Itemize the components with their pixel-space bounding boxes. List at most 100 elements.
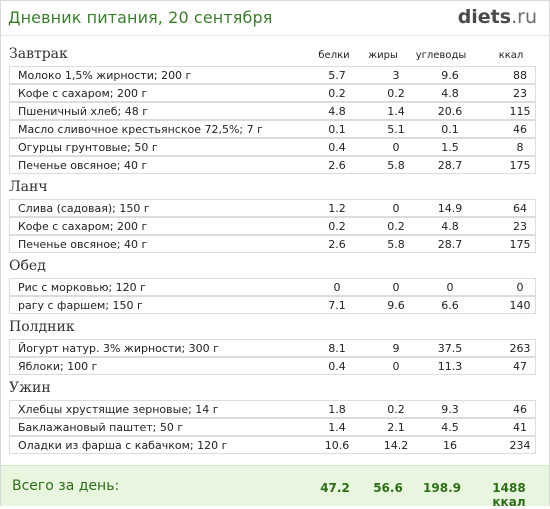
food-fats: 0	[392, 281, 400, 294]
meal-heading: Полдник	[9, 319, 75, 335]
food-fats: 0.2	[387, 220, 405, 233]
food-proteins: 2.6	[328, 238, 346, 251]
food-proteins: 0.2	[328, 220, 346, 233]
food-name: Хлебцы хрустящие зерновые; 14 г	[18, 403, 219, 416]
food-kcal: 46	[513, 403, 527, 416]
food-carbs: 0.1	[441, 123, 459, 136]
food-row[interactable]: Огурцы грунтовые; 50 г 0.4 0 1.5 8	[9, 138, 536, 156]
food-proteins: 0.4	[328, 141, 346, 154]
food-name: Кофе с сахаром; 200 г	[18, 220, 148, 233]
food-name: Молоко 1,5% жирности; 200 г	[18, 69, 192, 82]
food-carbs: 1.5	[441, 141, 459, 154]
food-kcal: 88	[513, 69, 527, 82]
food-row[interactable]: Кофе с сахаром; 200 г 0.2 0.2 4.8 23	[9, 217, 536, 235]
food-fats: 3	[392, 69, 400, 82]
food-fats: 5.8	[387, 238, 405, 251]
food-row[interactable]: Кофе с сахаром; 200 г 0.2 0.2 4.8 23	[9, 84, 536, 102]
food-proteins: 0	[333, 281, 341, 294]
food-kcal: 175	[509, 238, 531, 251]
food-proteins: 0.1	[328, 123, 346, 136]
food-name: Рис с морковью; 120 г	[18, 281, 146, 294]
food-row[interactable]: Оладки из фарша с кабачком; 120 г 10.6 14.…	[9, 436, 536, 454]
logo-main: diets	[457, 6, 512, 28]
food-fats: 0.2	[387, 403, 405, 416]
food-carbs: 16	[443, 439, 457, 452]
food-carbs: 28.7	[437, 238, 463, 251]
food-kcal: 115	[509, 105, 531, 118]
food-kcal: 47	[513, 360, 527, 373]
daily-total-bar: Всего за день: 47.2 56.6 198.9 1488 ккал	[1, 465, 549, 509]
food-fats: 5.8	[387, 159, 405, 172]
food-fats: 9	[392, 342, 400, 355]
total-carbs: 198.9	[423, 481, 461, 495]
food-fats: 14.2	[383, 439, 409, 452]
food-fats: 9.6	[387, 299, 405, 312]
header: Дневник питания, 20 сентября diets.ru	[1, 1, 549, 36]
food-fats: 1.4	[387, 105, 405, 118]
food-row[interactable]: Масло сливочное крестьянское 72,5%; 7 г 0…	[9, 120, 536, 138]
column-header-proteins: белки	[318, 50, 350, 61]
total-kcal: 1488 ккал	[492, 481, 526, 509]
food-row[interactable]: Рис с морковью; 120 г 0 0 0 0	[9, 278, 536, 296]
food-name: Йогурт натур. 3% жирности; 300 г	[18, 342, 219, 355]
food-proteins: 1.2	[328, 202, 346, 215]
food-proteins: 8.1	[328, 342, 346, 355]
food-kcal: 8	[516, 141, 524, 154]
food-proteins: 4.8	[328, 105, 346, 118]
food-carbs: 6.6	[441, 299, 459, 312]
food-kcal: 0	[516, 281, 524, 294]
food-kcal: 140	[509, 299, 531, 312]
food-carbs: 4.8	[441, 87, 459, 100]
food-row[interactable]: Яблоки; 100 г 0.4 0 11.3 47	[9, 357, 536, 375]
food-kcal: 46	[513, 123, 527, 136]
column-header-carbs: углеводы	[415, 50, 467, 61]
food-kcal: 175	[509, 159, 531, 172]
food-proteins: 0.2	[328, 87, 346, 100]
food-fats: 5.1	[387, 123, 405, 136]
food-row[interactable]: Молоко 1,5% жирности; 200 г 5.7 3 9.6 88	[9, 66, 536, 84]
food-carbs: 9.6	[441, 69, 459, 82]
site-logo[interactable]: diets.ru	[458, 6, 537, 28]
food-carbs: 11.3	[437, 360, 463, 373]
food-name: Оладки из фарша с кабачком; 120 г	[18, 439, 228, 452]
food-row[interactable]: Йогурт натур. 3% жирности; 300 г 8.1 9 37.5…	[9, 339, 536, 357]
food-proteins: 10.6	[324, 439, 350, 452]
food-kcal: 41	[513, 421, 527, 434]
food-proteins: 2.6	[328, 159, 346, 172]
food-row[interactable]: Баклажановый паштет; 50 г 1.4 2.1 4.5 41	[9, 418, 536, 436]
food-kcal: 234	[509, 439, 531, 452]
food-row[interactable]: рагу с фаршем; 150 г 7.1 9.6 6.6 140	[9, 296, 536, 314]
food-proteins: 0.4	[328, 360, 346, 373]
food-row[interactable]: Пшеничный хлеб; 48 г 4.8 1.4 20.6 115	[9, 102, 536, 120]
food-name: Баклажановый паштет; 50 г	[18, 421, 184, 434]
meal-heading: Ланч	[9, 179, 48, 195]
food-proteins: 5.7	[328, 69, 346, 82]
food-name: Масло сливочное крестьянское 72,5%; 7 г	[18, 123, 263, 136]
food-carbs: 9.3	[441, 403, 459, 416]
food-row[interactable]: Печенье овсяное; 40 г 2.6 5.8 28.7 175	[9, 235, 536, 253]
food-row[interactable]: Слива (садовая); 150 г 1.2 0 14.9 64	[9, 199, 536, 217]
food-name: рагу с фаршем; 150 г	[18, 299, 143, 312]
column-header-fats: жиры	[368, 50, 398, 61]
food-carbs: 0	[446, 281, 454, 294]
food-name: Пшеничный хлеб; 48 г	[18, 105, 149, 118]
food-carbs: 4.5	[441, 421, 459, 434]
meal-heading: Ужин	[9, 380, 51, 396]
food-row[interactable]: Хлебцы хрустящие зерновые; 14 г 1.8 0.2 9.3…	[9, 400, 536, 418]
food-proteins: 1.4	[328, 421, 346, 434]
food-carbs: 37.5	[437, 342, 463, 355]
food-proteins: 1.8	[328, 403, 346, 416]
food-name: Кофе с сахаром; 200 г	[18, 87, 148, 100]
food-kcal: 263	[509, 342, 531, 355]
food-name: Слива (садовая); 150 г	[18, 202, 150, 215]
food-name: Печенье овсяное; 40 г	[18, 238, 148, 251]
food-carbs: 14.9	[437, 202, 463, 215]
column-header-kcal: ккал	[498, 50, 524, 61]
food-carbs: 28.7	[437, 159, 463, 172]
meal-heading: Завтрак	[9, 46, 68, 62]
food-row[interactable]: Печенье овсяное; 40 г 2.6 5.8 28.7 175	[9, 156, 536, 174]
total-proteins: 47.2	[320, 481, 350, 495]
food-proteins: 7.1	[328, 299, 346, 312]
food-carbs: 20.6	[437, 105, 463, 118]
